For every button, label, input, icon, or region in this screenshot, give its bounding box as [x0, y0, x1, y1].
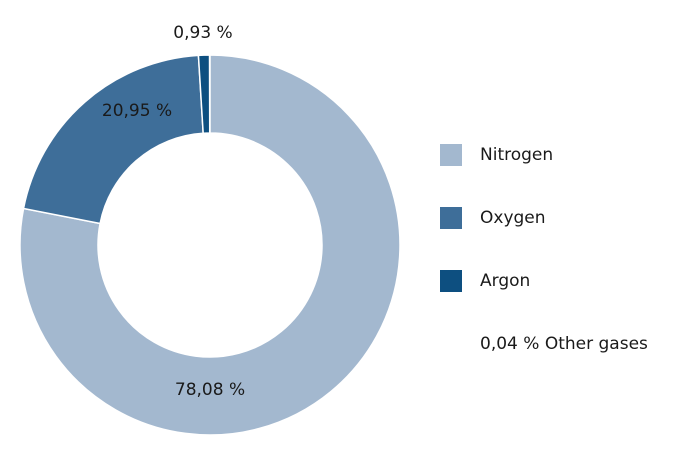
legend-value: 0,04 %: [480, 334, 539, 354]
slice: [22, 54, 204, 225]
slice: [19, 54, 401, 436]
legend-swatch: [440, 270, 462, 292]
legend-swatch: [440, 207, 462, 229]
legend-label: Nitrogen: [480, 145, 553, 165]
slice: [197, 54, 211, 135]
value-label: 0,93 %: [173, 23, 232, 43]
legend-label: Argon: [480, 271, 530, 291]
value-label: 78,08 %: [175, 380, 245, 400]
legend-label: Oxygen: [480, 208, 546, 228]
legend-swatch: [440, 144, 462, 166]
legend-note: 0,04 % Other gases: [480, 334, 648, 354]
legend-label: Other gases: [545, 334, 648, 354]
value-label: 20,95 %: [102, 101, 172, 121]
